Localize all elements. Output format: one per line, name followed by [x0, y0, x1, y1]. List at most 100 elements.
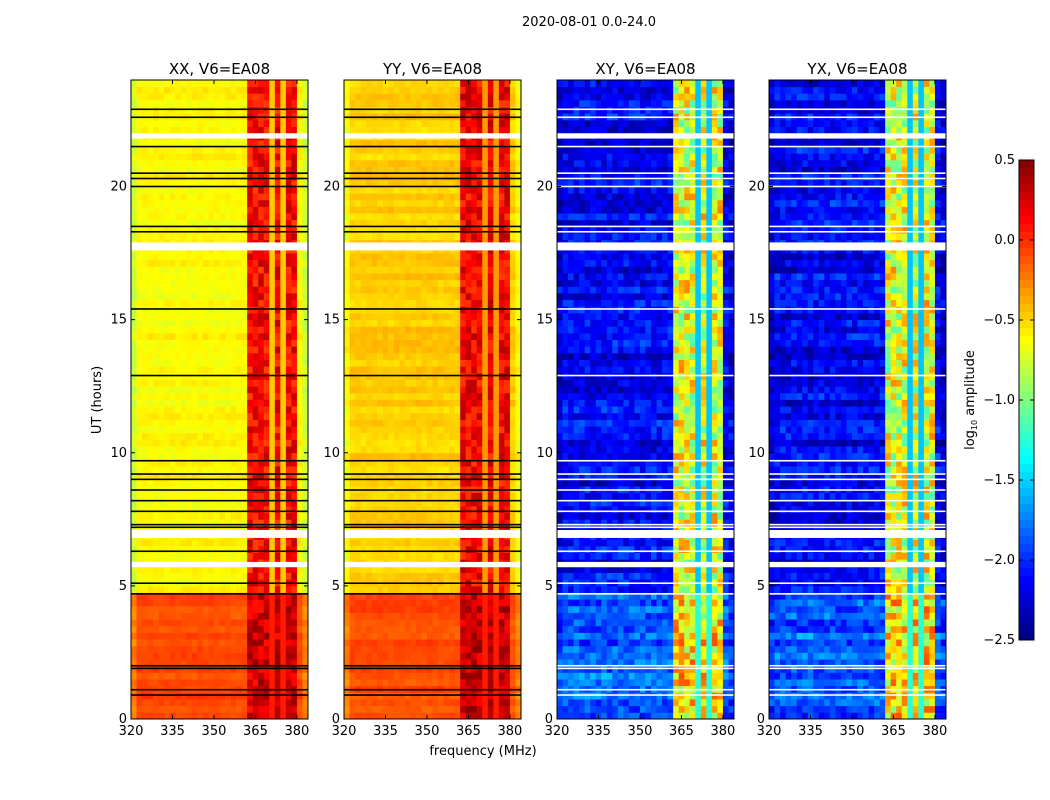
heatmap-cell [136, 80, 143, 88]
heatmap-cell [142, 199, 148, 207]
heatmap-cell [180, 126, 187, 134]
heatmap-cell [515, 472, 522, 480]
heatmap-cell [482, 406, 489, 414]
heatmap-cell [252, 146, 259, 154]
heatmap-cell [252, 286, 259, 294]
heatmap-cell [399, 412, 406, 420]
heatmap-cell [388, 419, 395, 427]
heatmap-cell [258, 652, 265, 660]
heatmap-cell [241, 339, 248, 347]
heatmap-cell [219, 466, 226, 474]
heatmap-cell [247, 419, 254, 427]
heatmap-cell [213, 632, 220, 640]
heatmap-cell [285, 326, 292, 334]
heatmap-cell [213, 159, 220, 167]
heatmap-cell [213, 86, 220, 94]
heatmap-cell [191, 619, 198, 627]
heatmap-cell [225, 645, 231, 653]
heatmap-cell [426, 346, 433, 354]
heatmap-cell [208, 672, 215, 680]
heatmap-cell [142, 492, 148, 500]
heatmap-cell [263, 386, 270, 394]
heatmap-cell [509, 426, 516, 434]
heatmap-cell [296, 599, 303, 607]
heatmap-cell [186, 306, 193, 314]
heatmap-cell [164, 99, 171, 108]
heatmap-cell [454, 346, 461, 354]
heatmap-cell [498, 699, 505, 707]
heatmap-cell [438, 565, 444, 573]
heatmap-cell [258, 612, 265, 620]
heatmap-cell [399, 366, 406, 374]
heatmap-cell [175, 472, 182, 480]
heatmap-cell [382, 452, 389, 460]
heatmap-cell [247, 139, 254, 147]
heatmap-cell [225, 306, 231, 314]
heatmap-cell [487, 679, 494, 687]
heatmap-cell [438, 472, 444, 480]
heatmap-cell [415, 492, 422, 500]
heatmap-cell [509, 466, 516, 474]
heatmap-cell [285, 359, 292, 367]
heatmap-cell [241, 379, 248, 387]
heatmap-cell [136, 539, 143, 547]
heatmap-cell [302, 392, 309, 400]
heatmap-cell [509, 572, 516, 580]
heatmap-cell [213, 173, 220, 181]
heatmap-cell [213, 592, 220, 600]
heatmap-cell [169, 179, 176, 187]
heatmap-cell [438, 452, 444, 460]
heatmap-cell [230, 619, 237, 627]
heatmap-cell [382, 612, 389, 620]
heatmap-cell [291, 339, 298, 347]
heatmap-cell [482, 399, 489, 407]
heatmap-cell [252, 199, 259, 207]
heatmap-cell [482, 565, 489, 573]
heatmap-cell [230, 392, 237, 400]
heatmap-cell [274, 326, 281, 334]
heatmap-cell [515, 659, 522, 667]
heatmap-cell [415, 359, 422, 367]
heatmap-cell [498, 625, 505, 633]
heatmap-cell [197, 286, 204, 294]
heatmap-cell [131, 619, 137, 627]
heatmap-cell [219, 299, 226, 307]
heatmap-cell [225, 206, 231, 214]
heatmap-cell [180, 299, 187, 307]
heatmap-cell [471, 512, 478, 520]
heatmap-cell [382, 352, 389, 360]
heatmap-cell [432, 659, 439, 667]
heatmap-cell [202, 446, 209, 454]
heatmap-cell [258, 266, 265, 274]
heatmap-cell [291, 319, 298, 327]
heatmap-cell [349, 705, 356, 713]
heatmap-cell [219, 366, 226, 374]
heatmap-cell [426, 705, 433, 713]
heatmap-cell [186, 659, 193, 667]
heatmap-cell [191, 199, 198, 207]
heatmap-cell [274, 372, 281, 380]
heatmap-cell [344, 692, 350, 700]
heatmap-cell [399, 665, 406, 673]
heatmap-cell [432, 592, 439, 600]
heatmap-cell [344, 386, 350, 394]
heatmap-cell [404, 452, 411, 460]
heatmap-cell [460, 426, 467, 434]
heatmap-cell [296, 565, 303, 573]
heatmap-cell [208, 592, 215, 600]
heatmap-cell [219, 332, 226, 340]
heatmap-cell [377, 466, 384, 474]
heatmap-cell [482, 426, 489, 434]
heatmap-cell [371, 446, 378, 454]
heatmap-cell [219, 439, 226, 447]
heatmap-cell [142, 86, 148, 94]
heatmap-cell [175, 665, 182, 673]
heatmap-cell [269, 279, 276, 287]
heatmap-cell [302, 512, 309, 520]
heatmap-cell [476, 625, 483, 633]
heatmap-cell [136, 206, 143, 214]
heatmap-cell [493, 332, 500, 340]
heatmap-cell [377, 519, 384, 527]
heatmap-cell [504, 599, 511, 607]
heatmap-cell [498, 346, 505, 354]
